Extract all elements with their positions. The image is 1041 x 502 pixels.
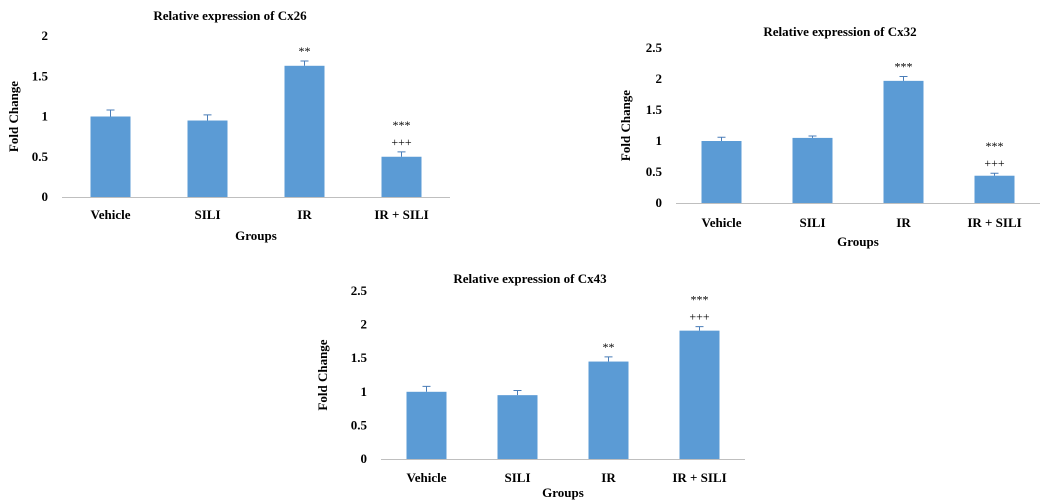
y-tick-label: 1.5	[32, 68, 49, 83]
category-label: IR	[896, 215, 911, 230]
significance-label: ***	[895, 60, 913, 74]
category-label: IR + SILI	[672, 470, 726, 485]
y-tick-label: 1	[361, 384, 368, 399]
error-bar	[106, 109, 115, 117]
significance-label: **	[603, 340, 615, 354]
y-tick-label: 0	[656, 195, 663, 210]
category-label: IR + SILI	[374, 207, 428, 222]
bar	[381, 156, 422, 197]
category-label: Vehicle	[702, 215, 742, 230]
y-tick-label: 0	[42, 189, 49, 204]
y-tick-label: 0	[361, 451, 368, 466]
x-axis-label: Groups	[235, 228, 277, 243]
x-axis-label: Groups	[542, 485, 584, 500]
error-bar	[604, 356, 613, 362]
y-tick-label: 0.5	[32, 149, 49, 164]
y-tick-label: 0.5	[646, 164, 663, 179]
bar	[187, 120, 228, 197]
bar	[588, 361, 629, 459]
error-bar	[300, 60, 309, 66]
y-tick-label: 2	[656, 71, 663, 86]
category-label: IR + SILI	[967, 215, 1021, 230]
y-tick-label: 1.5	[646, 102, 663, 117]
category-label: IR	[297, 207, 312, 222]
bar	[406, 391, 447, 459]
error-bar	[717, 136, 726, 141]
y-tick-label: 2.5	[351, 283, 368, 298]
error-bar	[899, 76, 908, 81]
x-axis-label: Groups	[837, 234, 879, 249]
significance-label: +++	[391, 135, 412, 149]
bar	[792, 137, 833, 203]
bar	[90, 116, 131, 197]
cx32-chart: Relative expression of Cx32 0 0.5 1 1.5 2 2.5 V…	[618, 24, 1040, 249]
error-bar	[990, 172, 999, 176]
bar	[679, 330, 720, 459]
category-label: SILI	[194, 207, 220, 222]
category-label: IR	[601, 470, 616, 485]
chart-title: Relative expression of Cx32	[763, 24, 916, 39]
bar	[701, 141, 742, 203]
category-label: SILI	[799, 215, 825, 230]
significance-label: **	[299, 44, 311, 58]
y-axis-label: Fold Change	[618, 90, 633, 161]
bar	[284, 65, 325, 197]
significance-label: ***	[691, 293, 709, 307]
significance-label: ***	[986, 139, 1004, 153]
y-tick-label: 2	[361, 317, 368, 332]
error-bar	[203, 114, 212, 121]
cx26-chart: Relative expression of Cx26 0 0.5 1 1.5 2 Vehi…	[6, 8, 450, 243]
chart-title: Relative expression of Cx26	[153, 8, 307, 23]
error-bar	[513, 389, 522, 396]
y-tick-label: 2.5	[646, 40, 663, 55]
error-bar	[695, 326, 704, 331]
y-tick-label: 1.5	[351, 350, 368, 365]
y-tick-label: 2	[42, 28, 49, 43]
y-tick-label: 1	[42, 109, 49, 124]
significance-label: +++	[689, 310, 710, 324]
bar	[883, 80, 924, 203]
y-axis-label: Fold Change	[6, 81, 21, 152]
category-label: Vehicle	[407, 470, 447, 485]
y-tick-label: 0.5	[351, 417, 368, 432]
significance-label: +++	[984, 156, 1005, 170]
cx43-chart: Relative expression of Cx43 0 0.5 1 1.5 2 2.5 V…	[315, 271, 745, 500]
bar	[497, 395, 538, 459]
significance-label: ***	[393, 118, 411, 132]
error-bar	[397, 151, 406, 157]
y-axis-label: Fold Change	[315, 339, 330, 410]
category-label: Vehicle	[91, 207, 131, 222]
error-bar	[808, 135, 817, 138]
bar	[974, 175, 1015, 203]
y-tick-label: 1	[656, 133, 663, 148]
chart-title: Relative expression of Cx43	[453, 271, 607, 286]
error-bar	[422, 385, 431, 392]
category-label: SILI	[504, 470, 530, 485]
